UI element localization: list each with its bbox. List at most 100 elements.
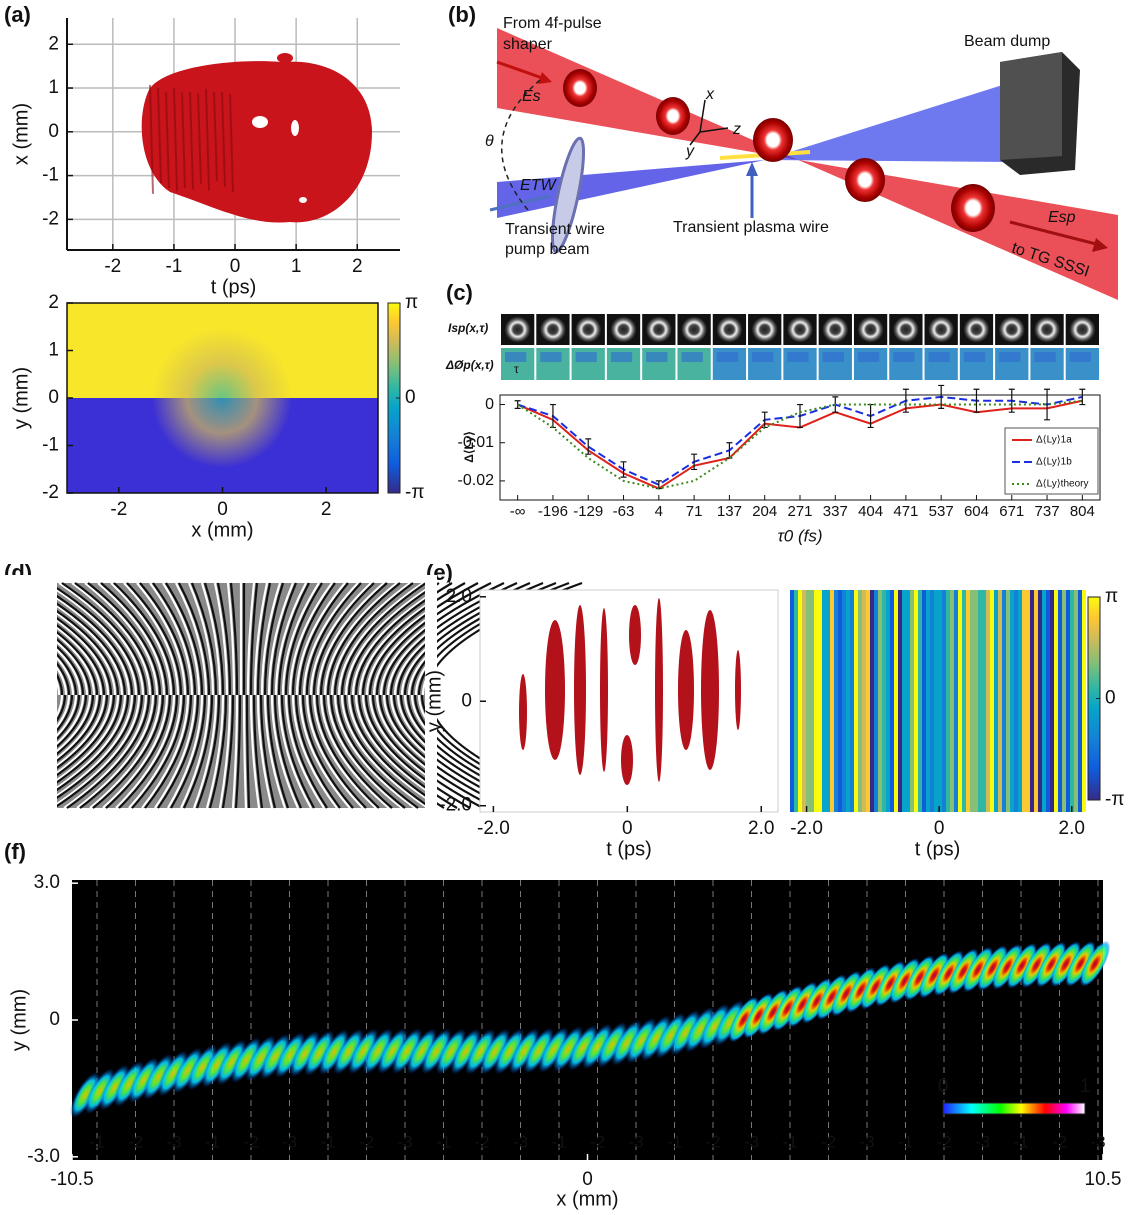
pulse — [347, 1028, 379, 1075]
stripe — [814, 590, 818, 812]
phase-patch — [540, 352, 562, 362]
fringe — [48, 582, 141, 696]
x-tick-label: 271 — [787, 503, 812, 520]
label: θ — [485, 133, 494, 150]
ridge — [149, 84, 154, 194]
mode-label: -1 — [782, 1132, 797, 1151]
mode-label: -2 — [474, 1132, 489, 1151]
colorbar-label: -π — [405, 482, 424, 503]
fringe — [213, 582, 229, 696]
x-tick-label: -129 — [573, 503, 603, 520]
fringe — [340, 694, 429, 809]
fringe — [333, 694, 416, 809]
phase-patch — [928, 352, 950, 362]
colorbar-label: 1 — [1080, 1076, 1091, 1097]
arrow-head — [1092, 238, 1108, 252]
fringe — [253, 582, 269, 696]
fringe — [242, 694, 248, 809]
fringe — [208, 694, 228, 809]
fringe — [118, 694, 179, 809]
error-bar — [620, 461, 627, 478]
fringe — [131, 694, 186, 809]
pulse — [699, 1003, 730, 1050]
stripe — [1054, 590, 1058, 812]
x-tick-label: 0 — [582, 1169, 593, 1190]
stripe — [870, 590, 874, 812]
phase-image — [790, 590, 1086, 812]
ridge — [213, 91, 218, 181]
x-tick-label: 2 — [352, 256, 363, 277]
intensity-ring — [998, 316, 1025, 343]
coord-axes — [689, 99, 729, 146]
fringe — [263, 582, 285, 696]
y-tick-label: -2 — [42, 482, 59, 503]
stripe — [874, 590, 878, 812]
x-tick-label: 671 — [999, 503, 1024, 520]
pulse — [655, 1012, 686, 1059]
donuts — [563, 69, 995, 232]
pulse — [157, 1050, 188, 1097]
mode-label: -3 — [397, 1132, 412, 1151]
x-tick-label: 804 — [1070, 503, 1095, 520]
fringe — [273, 694, 303, 809]
ridge — [197, 93, 202, 184]
pulse — [684, 1006, 715, 1053]
phase-patch — [893, 352, 915, 362]
stripe — [802, 590, 806, 812]
fringe — [364, 694, 471, 809]
pulse — [230, 1037, 262, 1084]
mode-label: -2 — [821, 1132, 836, 1151]
stripe — [942, 590, 946, 812]
stripe — [1082, 590, 1086, 812]
fringe — [358, 582, 463, 696]
fringe — [141, 694, 190, 809]
fringe — [288, 582, 333, 696]
error-bar — [797, 403, 803, 429]
x-tick-label: 4 — [655, 503, 663, 520]
legend-label: Δ⟨Ly⟩1b — [1036, 457, 1072, 468]
error-bar — [973, 388, 980, 413]
label: ETW — [520, 177, 557, 194]
x-axis-label: x (mm) — [191, 519, 253, 541]
pulse — [640, 1015, 672, 1062]
x-tick-label: 604 — [964, 503, 989, 520]
fringe — [266, 694, 290, 809]
fringe — [270, 694, 300, 809]
pulse — [772, 985, 803, 1032]
stripe — [1010, 590, 1014, 812]
stripe — [1078, 590, 1082, 812]
stripe — [970, 590, 974, 812]
mode-label: -3 — [282, 1132, 297, 1151]
error-bar — [938, 384, 945, 409]
arrow — [496, 60, 549, 82]
x-tick-label: 137 — [717, 503, 742, 520]
pulse — [669, 1009, 701, 1056]
error-bar — [1044, 388, 1051, 421]
isosurface — [545, 620, 565, 760]
fringe — [218, 694, 232, 809]
axis-name: y — [685, 143, 695, 160]
pulse — [962, 946, 994, 993]
pulse — [552, 1026, 584, 1072]
x-tick-label: 0 — [934, 818, 945, 839]
label: Beam dump — [964, 33, 1050, 50]
fringe — [256, 694, 274, 809]
pulse — [128, 1057, 159, 1104]
pulse — [801, 977, 833, 1024]
intensity-ring — [575, 316, 602, 343]
ridge — [173, 88, 178, 192]
fringe — [123, 582, 180, 696]
pulse — [362, 1028, 393, 1075]
fringe — [281, 582, 320, 696]
fringe — [252, 694, 264, 809]
ridge — [221, 91, 226, 188]
phase-core — [152, 328, 292, 468]
mode-label: -2 — [936, 1132, 951, 1151]
beam-diagram — [489, 28, 1118, 300]
fringe — [221, 694, 235, 809]
stripe — [922, 590, 926, 812]
stripe — [866, 590, 870, 812]
stripe — [846, 590, 850, 812]
x-tick-label: -2 — [110, 499, 127, 520]
